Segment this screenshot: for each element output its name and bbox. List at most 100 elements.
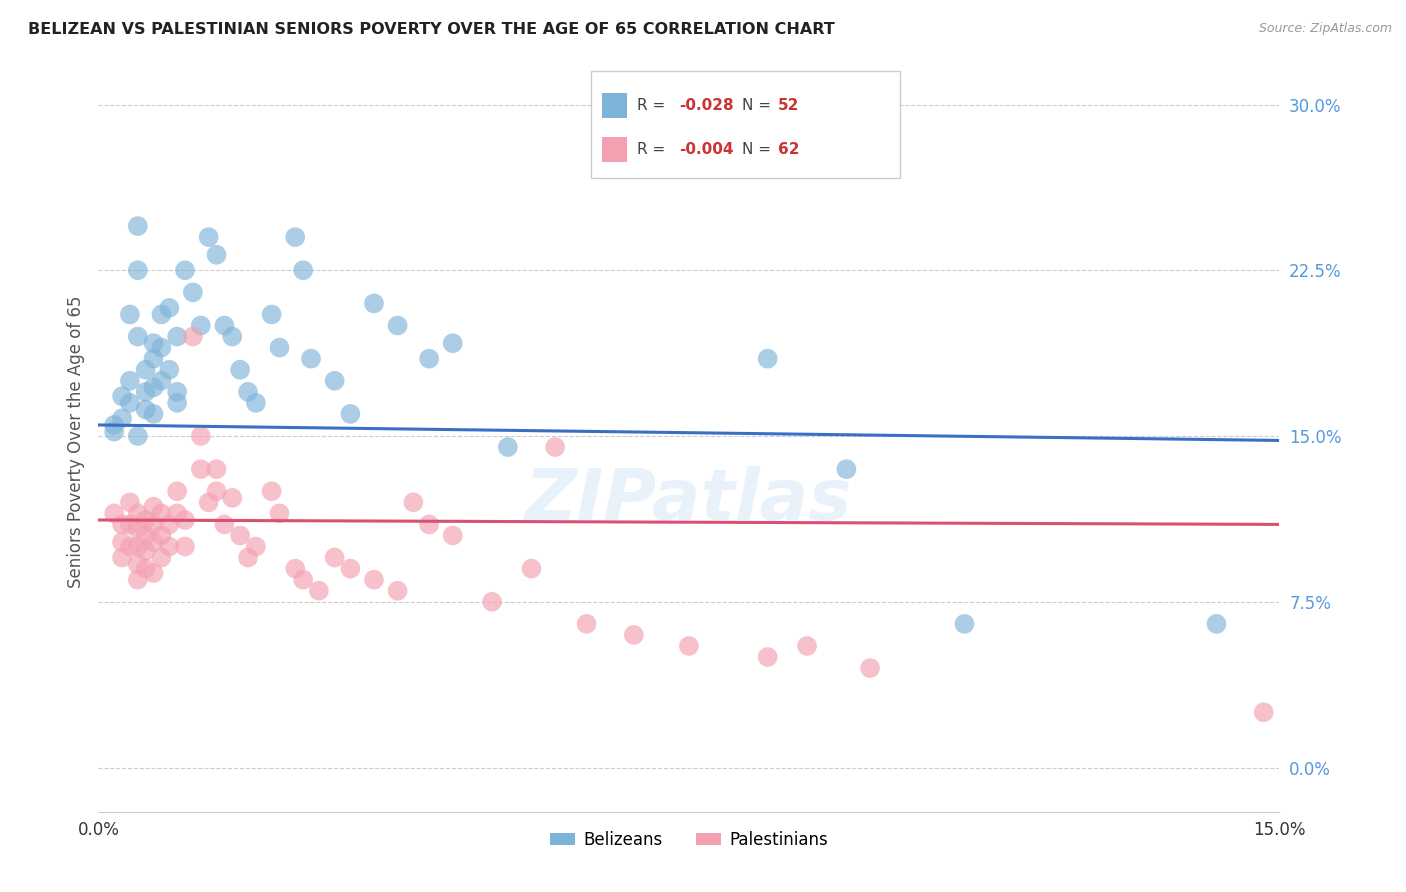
Point <box>127 263 149 277</box>
Text: N =: N = <box>742 143 776 157</box>
Point <box>150 550 173 565</box>
Point <box>174 540 197 554</box>
Point <box>260 484 283 499</box>
Point <box>229 362 252 376</box>
Point <box>111 389 134 403</box>
Point <box>190 429 212 443</box>
Point <box>245 540 267 554</box>
Point <box>142 351 165 366</box>
Point <box>142 517 165 532</box>
Point <box>190 318 212 333</box>
Point <box>142 500 165 514</box>
Point <box>135 402 157 417</box>
Point <box>135 362 157 376</box>
Point <box>214 318 236 333</box>
Point <box>118 396 141 410</box>
Point <box>142 380 165 394</box>
Point <box>441 528 464 542</box>
Point <box>127 540 149 554</box>
Point <box>205 248 228 262</box>
Point <box>166 384 188 399</box>
Point <box>214 517 236 532</box>
Text: 62: 62 <box>778 143 799 157</box>
Point <box>166 329 188 343</box>
Point <box>339 407 361 421</box>
Text: R =: R = <box>637 143 671 157</box>
Point <box>150 528 173 542</box>
Point <box>118 308 141 322</box>
Point <box>118 495 141 509</box>
Point <box>127 573 149 587</box>
Point <box>323 374 346 388</box>
Point <box>796 639 818 653</box>
Point <box>229 528 252 542</box>
Point <box>166 484 188 499</box>
Point <box>157 301 180 315</box>
Point <box>678 639 700 653</box>
Point <box>292 263 315 277</box>
Point <box>127 522 149 536</box>
Point <box>544 440 567 454</box>
Point <box>308 583 330 598</box>
Point <box>197 230 219 244</box>
Point <box>174 513 197 527</box>
Point <box>135 513 157 527</box>
Point <box>835 462 858 476</box>
Point <box>236 550 259 565</box>
Point <box>756 351 779 366</box>
Point <box>157 517 180 532</box>
Point <box>166 396 188 410</box>
Point <box>236 384 259 399</box>
Point <box>269 341 291 355</box>
Point <box>111 535 134 549</box>
Point <box>174 263 197 277</box>
Point <box>142 336 165 351</box>
Text: N =: N = <box>742 98 776 112</box>
Y-axis label: Seniors Poverty Over the Age of 65: Seniors Poverty Over the Age of 65 <box>66 295 84 588</box>
Point <box>339 561 361 575</box>
Point <box>166 507 188 521</box>
Point <box>103 417 125 432</box>
Point <box>150 507 173 521</box>
Point <box>150 341 173 355</box>
Point <box>292 573 315 587</box>
Text: -0.028: -0.028 <box>679 98 734 112</box>
Point <box>181 329 204 343</box>
Point <box>127 558 149 572</box>
Point <box>402 495 425 509</box>
Point <box>299 351 322 366</box>
Text: R =: R = <box>637 98 671 112</box>
Point <box>135 544 157 558</box>
Point <box>284 561 307 575</box>
Point <box>190 462 212 476</box>
Point <box>260 308 283 322</box>
Point <box>157 540 180 554</box>
Point <box>418 351 440 366</box>
Text: 52: 52 <box>778 98 799 112</box>
Legend: Belizeans, Palestinians: Belizeans, Palestinians <box>543 824 835 855</box>
Point <box>284 230 307 244</box>
Point <box>118 540 141 554</box>
Point <box>127 329 149 343</box>
Text: ZIPatlas: ZIPatlas <box>526 467 852 535</box>
Point <box>150 374 173 388</box>
Text: BELIZEAN VS PALESTINIAN SENIORS POVERTY OVER THE AGE OF 65 CORRELATION CHART: BELIZEAN VS PALESTINIAN SENIORS POVERTY … <box>28 22 835 37</box>
Point <box>157 362 180 376</box>
Point <box>1253 706 1275 720</box>
Point <box>323 550 346 565</box>
Point <box>111 411 134 425</box>
Point <box>418 517 440 532</box>
Point <box>1205 616 1227 631</box>
Point <box>205 484 228 499</box>
Point <box>623 628 645 642</box>
Point <box>197 495 219 509</box>
Point <box>575 616 598 631</box>
Point <box>953 616 976 631</box>
Point <box>118 374 141 388</box>
Point <box>387 318 409 333</box>
Point <box>756 650 779 665</box>
Point <box>135 528 157 542</box>
Point <box>496 440 519 454</box>
Point <box>520 561 543 575</box>
Point <box>103 507 125 521</box>
